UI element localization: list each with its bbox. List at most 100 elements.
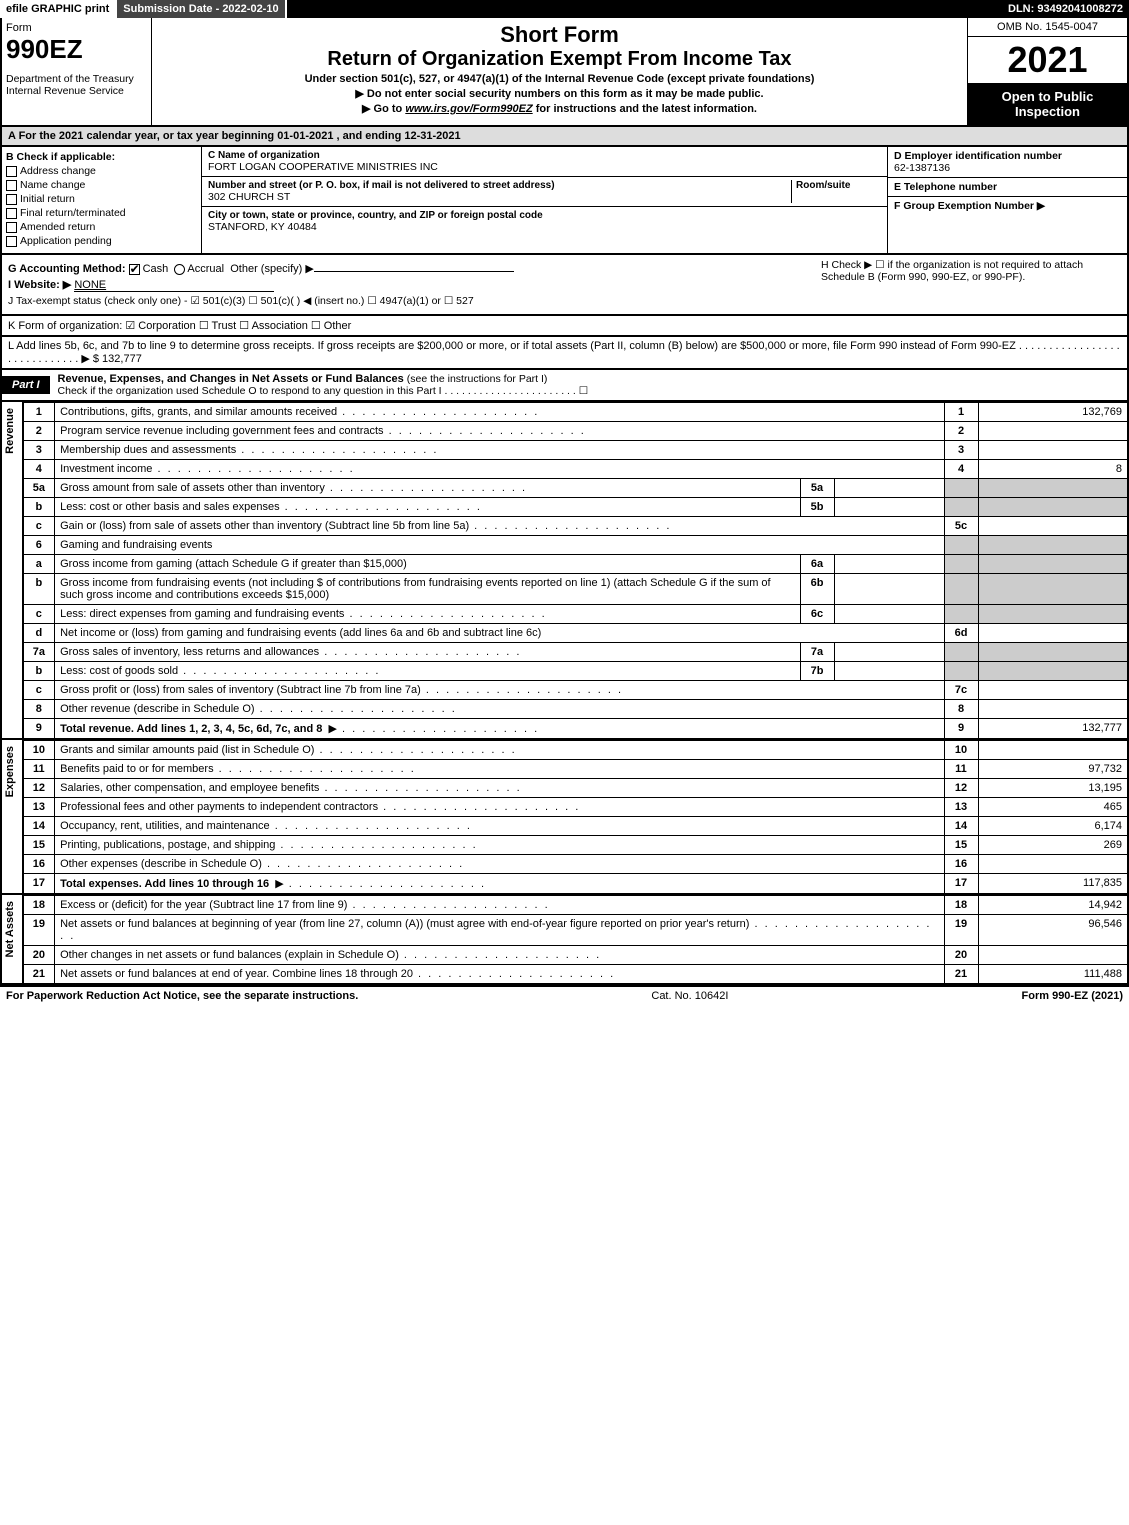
line-13-desc: Professional fees and other payments to … bbox=[55, 798, 944, 817]
g-label: G Accounting Method: bbox=[8, 263, 126, 275]
f-label: F Group Exemption Number ▶ bbox=[894, 200, 1121, 212]
chk-label-0: Address change bbox=[20, 165, 96, 177]
line-17-val: 117,835 bbox=[978, 874, 1128, 895]
website-value[interactable]: NONE bbox=[74, 279, 274, 292]
line-17-desc: Total expenses. Add lines 10 through 16 … bbox=[55, 874, 944, 895]
line-11-val: 97,732 bbox=[978, 760, 1128, 779]
section-j: J Tax-exempt status (check only one) - ☑… bbox=[8, 295, 1121, 307]
line-6c-desc: Less: direct expenses from gaming and fu… bbox=[55, 605, 800, 624]
dln: DLN: 93492041008272 bbox=[1002, 0, 1129, 18]
g-other-input[interactable] bbox=[314, 271, 514, 272]
line-18-val: 14,942 bbox=[978, 896, 1128, 915]
chk-app-pending[interactable] bbox=[6, 236, 17, 247]
chk-name-change[interactable] bbox=[6, 180, 17, 191]
tax-year: 2021 bbox=[968, 37, 1127, 83]
line-3-desc: Membership dues and assessments bbox=[55, 441, 944, 460]
efile-label: efile GRAPHIC print bbox=[0, 0, 117, 18]
line-20-val bbox=[978, 946, 1128, 965]
line-9-bold: Total revenue. Add lines 1, 2, 3, 4, 5c,… bbox=[60, 723, 322, 735]
line-19-val: 96,546 bbox=[978, 915, 1128, 946]
submission-date: Submission Date - 2022-02-10 bbox=[117, 0, 286, 18]
line-6d-val bbox=[978, 624, 1128, 643]
part-i-title: Revenue, Expenses, and Changes in Net As… bbox=[58, 373, 404, 385]
e-label: E Telephone number bbox=[894, 181, 1121, 193]
chk-label-4: Amended return bbox=[20, 221, 95, 233]
line-5b-subval bbox=[834, 498, 944, 517]
line-6b-subval bbox=[834, 574, 944, 605]
org-city: STANFORD, KY 40484 bbox=[208, 221, 881, 233]
line-19-desc: Net assets or fund balances at beginning… bbox=[55, 915, 944, 946]
c-addr-label: Number and street (or P. O. box, if mail… bbox=[208, 180, 791, 191]
line-1-desc: Contributions, gifts, grants, and simila… bbox=[55, 403, 944, 422]
section-h: H Check ▶ ☐ if the organization is not r… bbox=[821, 259, 1121, 283]
part-i-tab: Part I bbox=[2, 376, 50, 394]
line-5c-desc: Gain or (loss) from sale of assets other… bbox=[55, 517, 944, 536]
i-label: I Website: ▶ bbox=[8, 279, 71, 291]
line-9-val: 132,777 bbox=[978, 719, 1128, 740]
chk-label-5: Application pending bbox=[20, 235, 112, 247]
ein: 62-1387136 bbox=[894, 162, 1121, 174]
room-label: Room/suite bbox=[796, 180, 881, 191]
omb-number: OMB No. 1545-0047 bbox=[968, 18, 1127, 37]
footer-right: Form 990-EZ (2021) bbox=[1022, 990, 1123, 1002]
line-6c-subval bbox=[834, 605, 944, 624]
chk-amended[interactable] bbox=[6, 222, 17, 233]
part-i-header: Part I Revenue, Expenses, and Changes in… bbox=[0, 370, 1129, 402]
b-title: B Check if applicable: bbox=[6, 151, 197, 163]
subtitle-2: ▶ Do not enter social security numbers o… bbox=[160, 87, 959, 100]
line-21-desc: Net assets or fund balances at end of ye… bbox=[55, 965, 944, 985]
section-k: K Form of organization: ☑ Corporation ☐ … bbox=[0, 316, 1129, 337]
g-accrual: Accrual bbox=[187, 263, 224, 275]
line-10-desc: Grants and similar amounts paid (list in… bbox=[55, 741, 944, 760]
line-7a-desc: Gross sales of inventory, less returns a… bbox=[55, 643, 800, 662]
form-number: 990EZ bbox=[6, 34, 147, 65]
part-i-sub: (see the instructions for Part I) bbox=[407, 373, 548, 385]
line-8-desc: Other revenue (describe in Schedule O) bbox=[55, 700, 944, 719]
line-5a-desc: Gross amount from sale of assets other t… bbox=[55, 479, 800, 498]
irs-link[interactable]: www.irs.gov/Form990EZ bbox=[405, 103, 532, 115]
section-c: C Name of organization FORT LOGAN COOPER… bbox=[202, 147, 887, 253]
subtitle-3: ▶ Go to www.irs.gov/Form990EZ for instru… bbox=[160, 102, 959, 115]
line-14-desc: Occupancy, rent, utilities, and maintena… bbox=[55, 817, 944, 836]
form-header: Form 990EZ Department of the Treasury In… bbox=[0, 18, 1129, 127]
c-city-label: City or town, state or province, country… bbox=[208, 210, 881, 221]
expenses-table: 10Grants and similar amounts paid (list … bbox=[22, 740, 1129, 895]
chk-address-change[interactable] bbox=[6, 166, 17, 177]
chk-final-return[interactable] bbox=[6, 208, 17, 219]
g-other: Other (specify) ▶ bbox=[230, 263, 314, 275]
line-7a-subval bbox=[834, 643, 944, 662]
subtitle-1: Under section 501(c), 527, or 4947(a)(1)… bbox=[160, 73, 959, 85]
line-11-desc: Benefits paid to or for members bbox=[55, 760, 944, 779]
netassets-table: 18Excess or (deficit) for the year (Subt… bbox=[22, 895, 1129, 985]
l-text: L Add lines 5b, 6c, and 7b to line 9 to … bbox=[8, 340, 1120, 365]
line-6b-desc: Gross income from fundraising events (no… bbox=[55, 574, 800, 605]
revenue-vlabel: Revenue bbox=[0, 402, 22, 740]
chk-initial-return[interactable] bbox=[6, 194, 17, 205]
chk-accrual[interactable] bbox=[174, 264, 185, 275]
line-13-val: 465 bbox=[978, 798, 1128, 817]
line-1-val: 132,769 bbox=[978, 403, 1128, 422]
line-5b-desc: Less: cost or other basis and sales expe… bbox=[55, 498, 800, 517]
section-ghij: H Check ▶ ☐ if the organization is not r… bbox=[0, 255, 1129, 316]
chk-label-3: Final return/terminated bbox=[20, 207, 126, 219]
revenue-vtext: Revenue bbox=[2, 402, 18, 460]
netassets-vtext: Net Assets bbox=[2, 895, 18, 963]
l-value: 132,777 bbox=[102, 353, 142, 365]
expenses-section: Expenses 10Grants and similar amounts pa… bbox=[0, 740, 1129, 895]
section-b: B Check if applicable: Address change Na… bbox=[2, 147, 202, 253]
line-5c-val bbox=[978, 517, 1128, 536]
netassets-vlabel: Net Assets bbox=[0, 895, 22, 985]
expenses-vtext: Expenses bbox=[2, 740, 18, 803]
top-bar: efile GRAPHIC print Submission Date - 20… bbox=[0, 0, 1129, 18]
chk-cash[interactable] bbox=[129, 264, 140, 275]
line-7c-val bbox=[978, 681, 1128, 700]
line-7b-subval bbox=[834, 662, 944, 681]
line-17-bold: Total expenses. Add lines 10 through 16 bbox=[60, 878, 269, 890]
line-10-val bbox=[978, 741, 1128, 760]
line-16-val bbox=[978, 855, 1128, 874]
line-12-desc: Salaries, other compensation, and employ… bbox=[55, 779, 944, 798]
line-16-desc: Other expenses (describe in Schedule O) bbox=[55, 855, 944, 874]
line-12-val: 13,195 bbox=[978, 779, 1128, 798]
revenue-table: 1Contributions, gifts, grants, and simil… bbox=[22, 402, 1129, 740]
line-6-desc: Gaming and fundraising events bbox=[55, 536, 944, 555]
